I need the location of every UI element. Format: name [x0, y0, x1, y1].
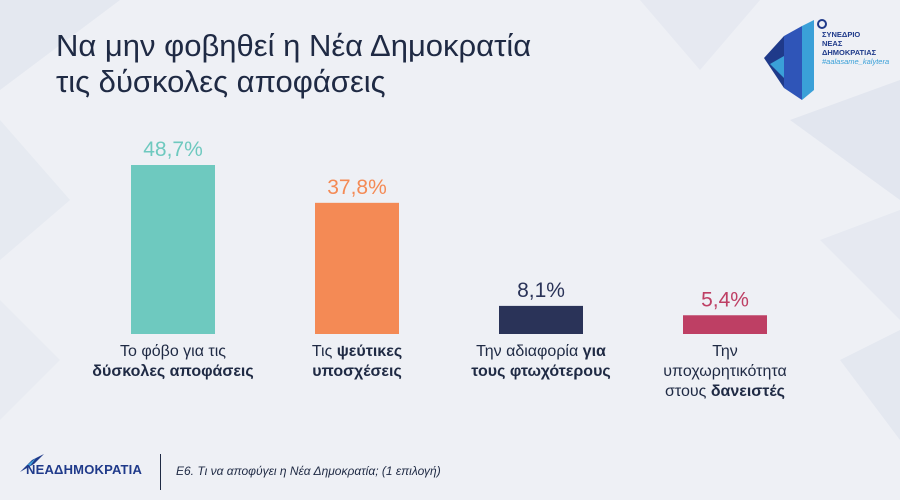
category-label-4: Την υποχωρητικότητα στους δανειστές	[663, 343, 787, 400]
logo-line-1: ΣΥΝΕΔΡΙΟ	[822, 30, 861, 39]
bar-4	[683, 315, 767, 334]
logo-tag: #aalasame_kalytera	[822, 57, 890, 66]
title-line-2: τις δύσκολες αποφάσεις	[56, 64, 386, 99]
logo-line-3: ΔΗΜΟΚΡΑΤΙΑΣ	[822, 48, 877, 57]
logo-line-2: ΝΕΑΣ	[822, 39, 843, 48]
value-label-4: 5,4%	[701, 288, 749, 311]
footer-brand: ΝΕΑΔΗΜΟΚΡΑΤΙΑ	[26, 462, 143, 477]
logo-text: ΣΥΝΕΔΡΙΟ ΝΕΑΣ ΔΗΜΟΚΡΑΤΙΑΣ #aalasame_kaly…	[822, 30, 889, 66]
category-label-2: Τις ψεύτικες υποσχέσεις	[311, 343, 403, 380]
value-label-3: 8,1%	[517, 279, 565, 302]
nd-torch-logo-icon	[20, 454, 44, 472]
footer-question-note: Ε6. Τι να αποφύγει η Νέα Δημοκρατία; (1 …	[176, 464, 441, 478]
bar-3	[499, 305, 583, 334]
page-title: Να μην φοβηθεί η Νέα Δημοκρατία τις δύσκ…	[56, 28, 531, 100]
footer-divider	[160, 454, 161, 490]
title-line-1: Να μην φοβηθεί η Νέα Δημοκρατία	[56, 28, 532, 63]
value-label-2: 37,8%	[327, 176, 387, 199]
value-label-1: 48,7%	[143, 138, 203, 161]
bar-2	[315, 202, 399, 334]
category-label-3: Την αδιαφορία για τους φτωχότερους	[471, 343, 611, 380]
nd-congress-logo-icon	[764, 19, 827, 100]
bar-1	[131, 165, 215, 334]
category-label-1: Το φόβο για τις δύσκολες αποφάσεις	[92, 343, 254, 380]
